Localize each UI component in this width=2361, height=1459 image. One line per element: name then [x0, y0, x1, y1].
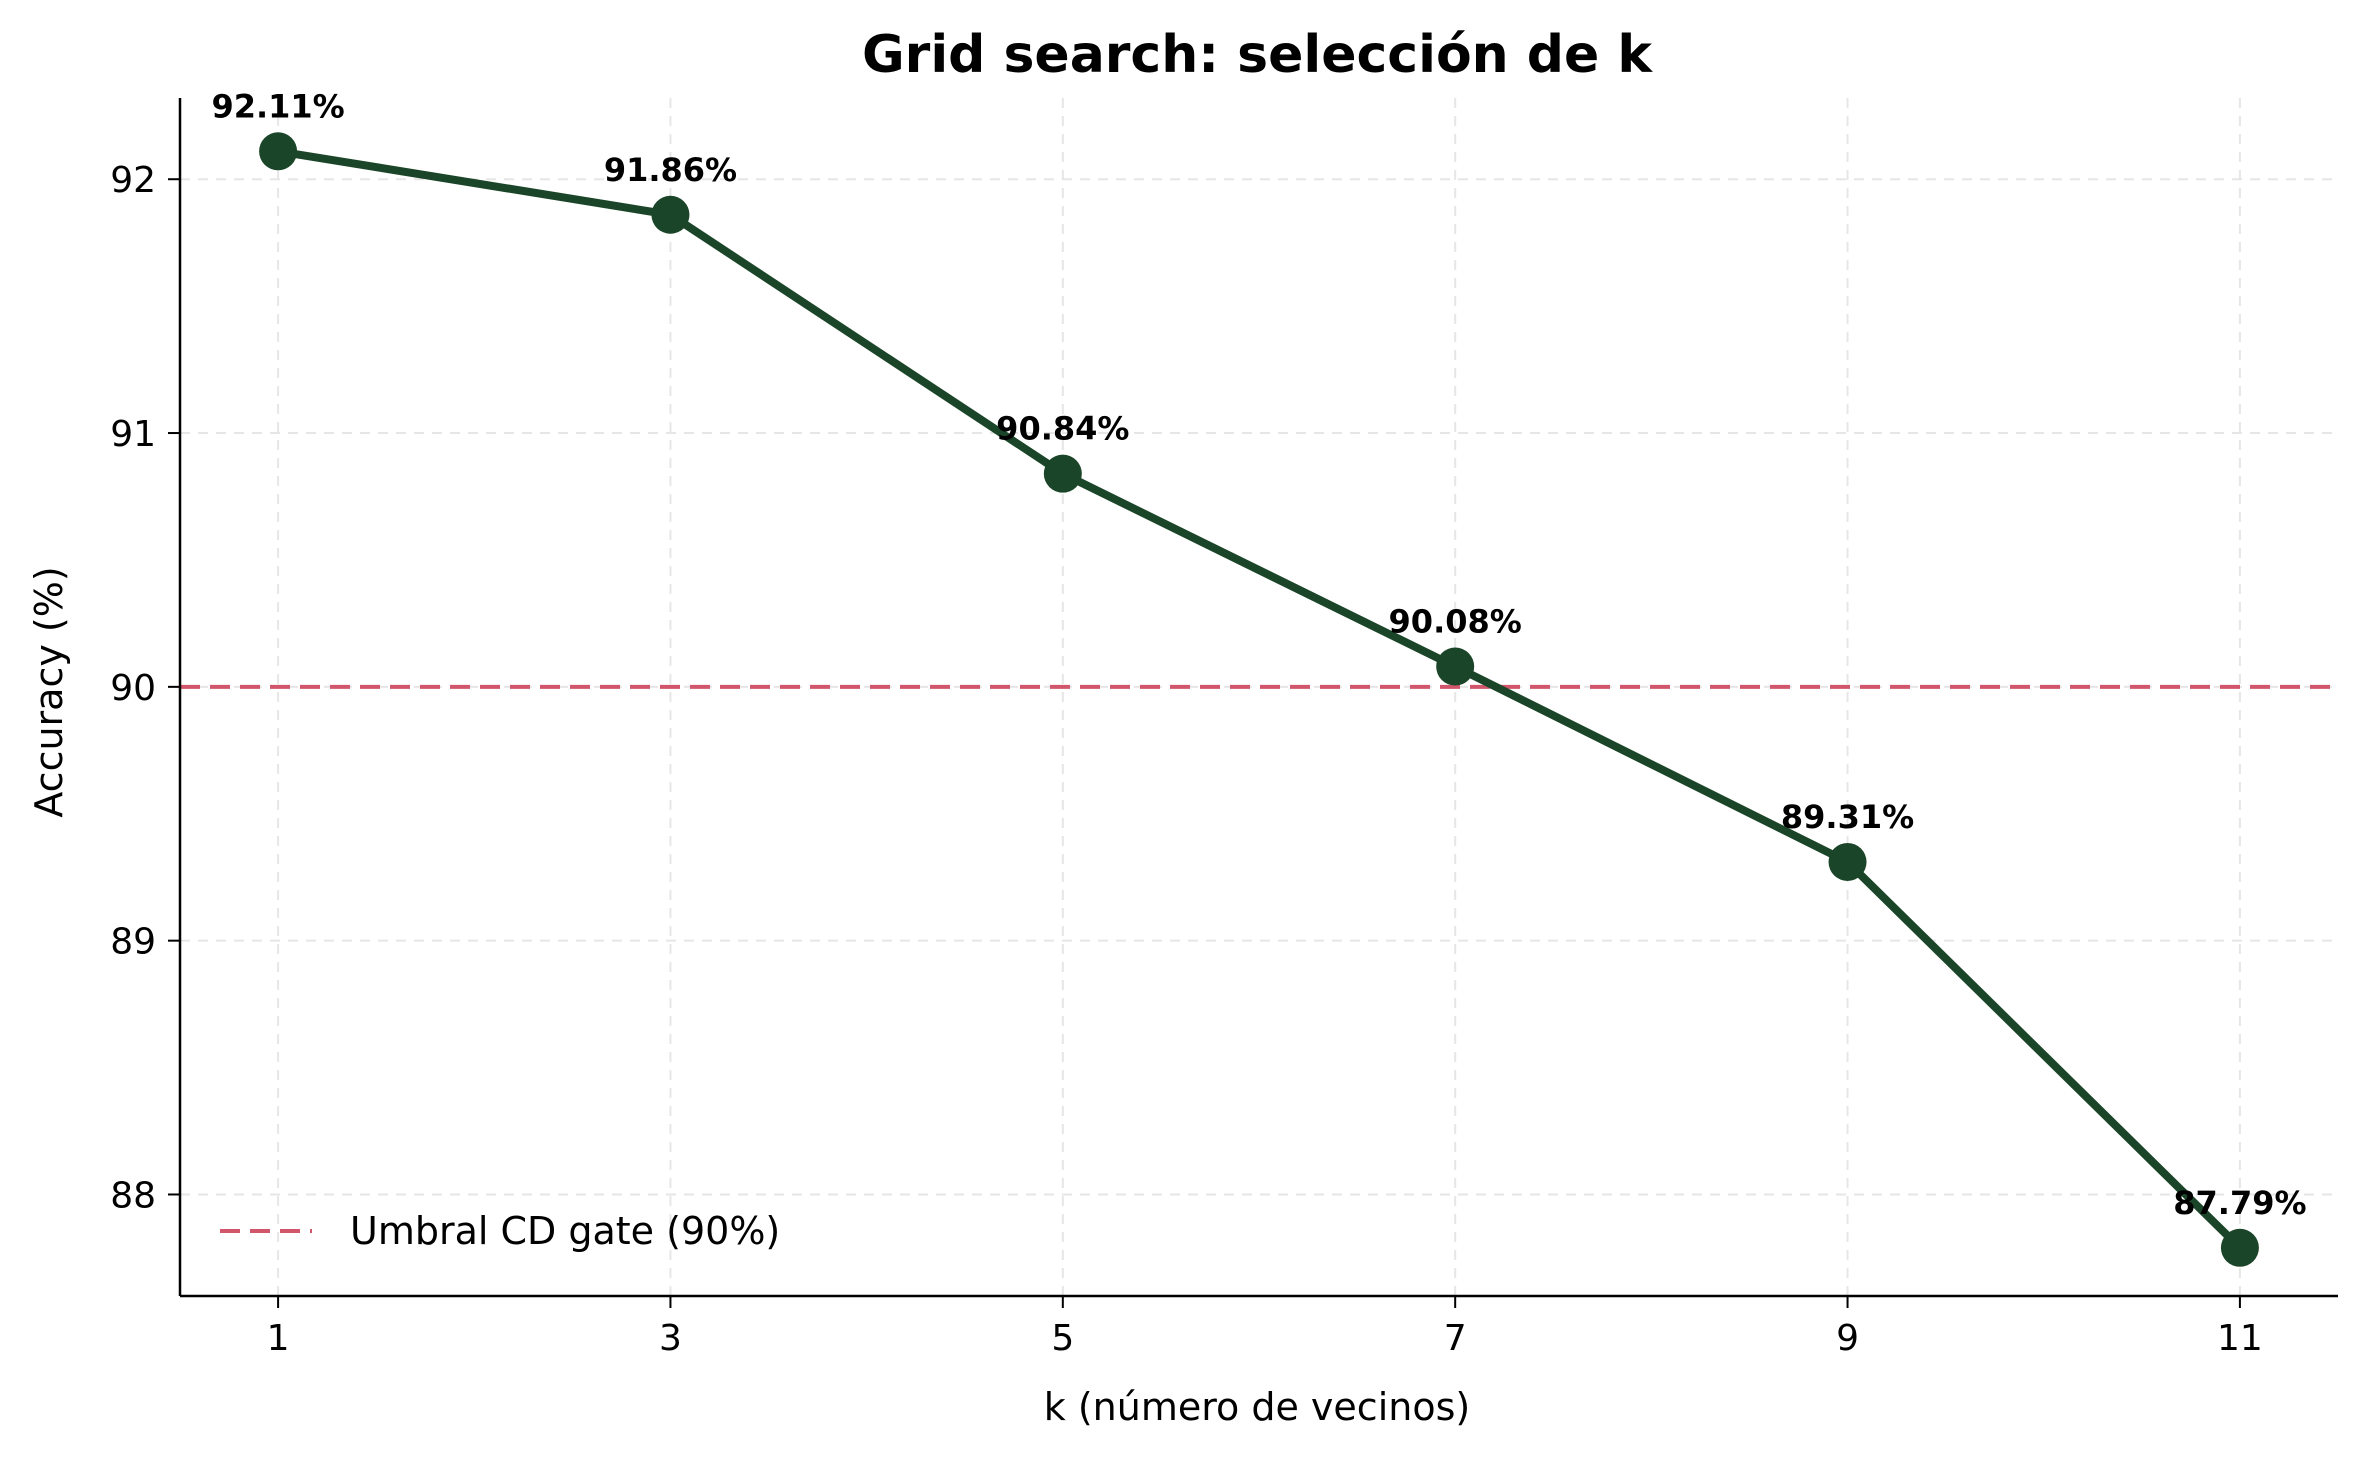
y-tick-label: 88	[110, 1175, 156, 1216]
x-tick-label: 7	[1444, 1318, 1467, 1359]
data-point	[2220, 1228, 2259, 1267]
data-point	[1043, 454, 1082, 493]
series-group: 92.11% 91.86% 90.84% 90.08% 89.31% 87.79%	[211, 87, 2307, 1267]
data-label: 90.08%	[1389, 603, 1522, 641]
data-point	[1828, 842, 1867, 881]
y-tick-label: 90	[110, 668, 156, 709]
data-label: 87.79%	[2173, 1184, 2306, 1222]
y-tick-label: 89	[110, 922, 156, 963]
y-ticks: 88 89 90 91 92	[110, 160, 180, 1216]
x-tick-label: 9	[1836, 1318, 1859, 1359]
legend: Umbral CD gate (90%)	[220, 1209, 780, 1253]
data-point	[1436, 647, 1475, 686]
y-tick-label: 91	[110, 414, 156, 455]
data-label: 89.31%	[1781, 798, 1914, 836]
legend-label-reference: Umbral CD gate (90%)	[350, 1209, 780, 1253]
x-tick-label: 1	[267, 1318, 290, 1359]
axes	[178, 98, 2338, 1298]
x-tick-label: 11	[2217, 1318, 2263, 1359]
data-point	[259, 132, 298, 171]
x-ticks: 1 3 5 7 9 11	[267, 1296, 2263, 1359]
y-tick-label: 92	[110, 160, 156, 201]
x-tick-label: 3	[659, 1318, 682, 1359]
x-axis-label: k (número de vecinos)	[1044, 1385, 1470, 1429]
data-point	[651, 195, 690, 234]
data-label: 91.86%	[604, 151, 737, 189]
y-axis-label: Accuracy (%)	[27, 566, 71, 817]
x-tick-label: 5	[1051, 1318, 1074, 1359]
data-label: 92.11%	[211, 87, 344, 125]
grid-lines	[180, 98, 2338, 1296]
chart-title: Grid search: selección de k	[862, 25, 1653, 85]
data-label: 90.84%	[996, 410, 1129, 448]
series-line	[277, 147, 2243, 1251]
